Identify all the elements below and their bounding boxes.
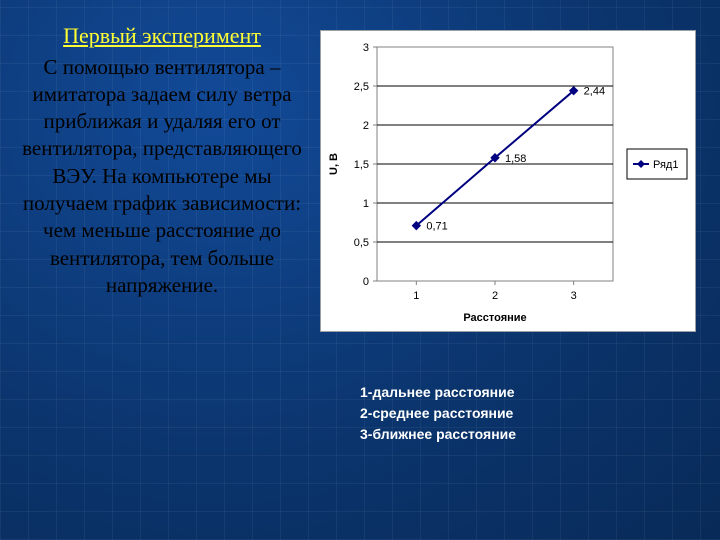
svg-text:2,44: 2,44	[584, 86, 605, 98]
svg-text:3: 3	[571, 290, 577, 302]
svg-text:0: 0	[363, 276, 369, 288]
svg-text:2,5: 2,5	[354, 81, 369, 93]
svg-text:3: 3	[363, 42, 369, 54]
caption-line: 2-среднее расстояние	[360, 403, 690, 424]
line-chart: 0 0,5 1 1,5 2 2,5 3 1 2 3 U, В Расстояние 0,71 1,58 2,…	[321, 31, 695, 331]
svg-text:1: 1	[413, 290, 419, 302]
distance-caption: 1-дальнее расстояние 2-среднее расстояни…	[360, 382, 690, 445]
svg-text:1,5: 1,5	[354, 159, 369, 171]
svg-text:0,5: 0,5	[354, 237, 369, 249]
svg-text:2: 2	[363, 120, 369, 132]
svg-text:Расстояние: Расстояние	[463, 312, 526, 324]
svg-text:2: 2	[492, 290, 498, 302]
svg-text:1: 1	[363, 198, 369, 210]
text-column: Первый эксперимент С помощью вентилятора…	[22, 22, 302, 299]
svg-text:U, В: U, В	[328, 153, 340, 175]
slide-root: Первый эксперимент С помощью вентилятора…	[0, 0, 720, 540]
slide-heading: Первый эксперимент	[22, 22, 302, 50]
chart-container: 0 0,5 1 1,5 2 2,5 3 1 2 3 U, В Расстояние 0,71 1,58 2,…	[320, 30, 696, 332]
svg-text:1,58: 1,58	[505, 153, 526, 165]
svg-text:Ряд1: Ряд1	[653, 159, 678, 171]
caption-line: 3-ближнее расстояние	[360, 424, 690, 445]
slide-body-text: С помощью вентилятора – имитатора задаем…	[22, 54, 302, 300]
caption-line: 1-дальнее расстояние	[360, 382, 690, 403]
svg-text:0,71: 0,71	[426, 221, 447, 233]
